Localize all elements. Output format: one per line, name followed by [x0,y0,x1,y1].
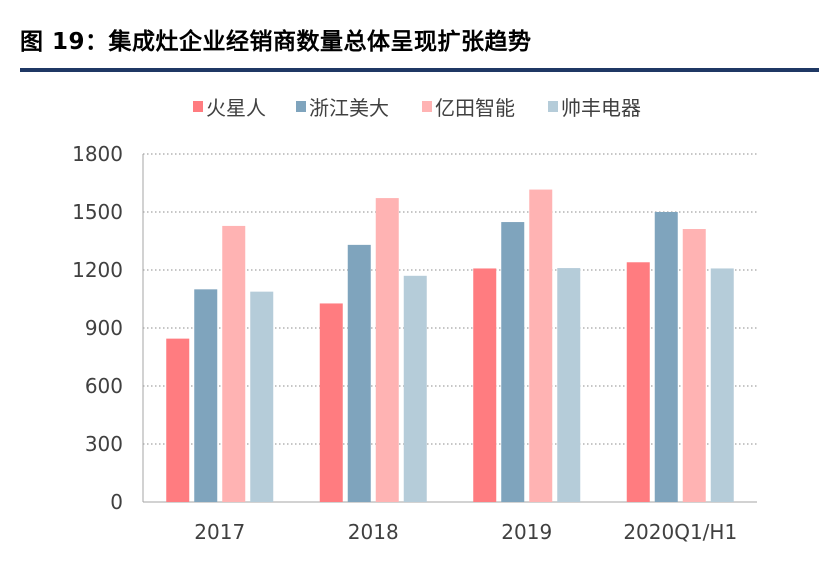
y-tick-label: 0 [110,490,123,514]
x-category-label: 2018 [348,520,399,544]
y-tick-label: 1800 [72,142,123,166]
legend-swatch [422,101,432,112]
x-category-label: 2020Q1/H1 [623,520,737,544]
bar-3-4 [682,229,706,502]
figure-title: 图 19：集成灶企业经销商数量总体呈现扩张趋势 [20,29,532,55]
legend-swatch [296,101,306,112]
y-tick-label: 900 [85,316,123,340]
x-category-label: 2019 [501,520,552,544]
legend-label: 亿田智能 [435,96,515,120]
bars [166,189,734,503]
bar-2-4 [654,212,678,502]
legend-label: 帅丰电器 [561,96,641,120]
bar-4-1 [250,291,274,502]
bar-2-2 [347,244,371,502]
y-tick-label: 300 [85,432,123,456]
bar-3-2 [375,198,399,502]
y-tick-label: 1500 [72,200,123,224]
title-underline [20,68,819,72]
legend: 火星人 浙江美大 亿田智能 帅丰电器 [193,96,641,120]
legend-swatch [548,101,558,112]
bar-1-1 [166,338,190,502]
y-axis: 0 300 600 900 1200 1500 1800 [72,142,757,514]
bar-1-3 [473,268,497,502]
bar-4-4 [710,268,734,502]
x-category-label: 2017 [194,520,245,544]
bar-2-1 [194,289,218,502]
bar-4-2 [403,275,427,502]
y-tick-label: 1200 [72,258,123,282]
legend-label: 火星人 [206,96,266,120]
legend-label: 浙江美大 [309,96,389,120]
bar-4-3 [557,268,581,502]
y-tick-label: 600 [85,374,123,398]
bar-2-3 [501,222,525,502]
bar-1-2 [319,303,343,502]
bar-3-1 [222,225,246,503]
legend-swatch [193,101,203,112]
x-axis: 2017 2018 2019 2020Q1/H1 [194,520,737,544]
bar-3-3 [529,189,553,502]
bar-1-4 [626,262,650,502]
